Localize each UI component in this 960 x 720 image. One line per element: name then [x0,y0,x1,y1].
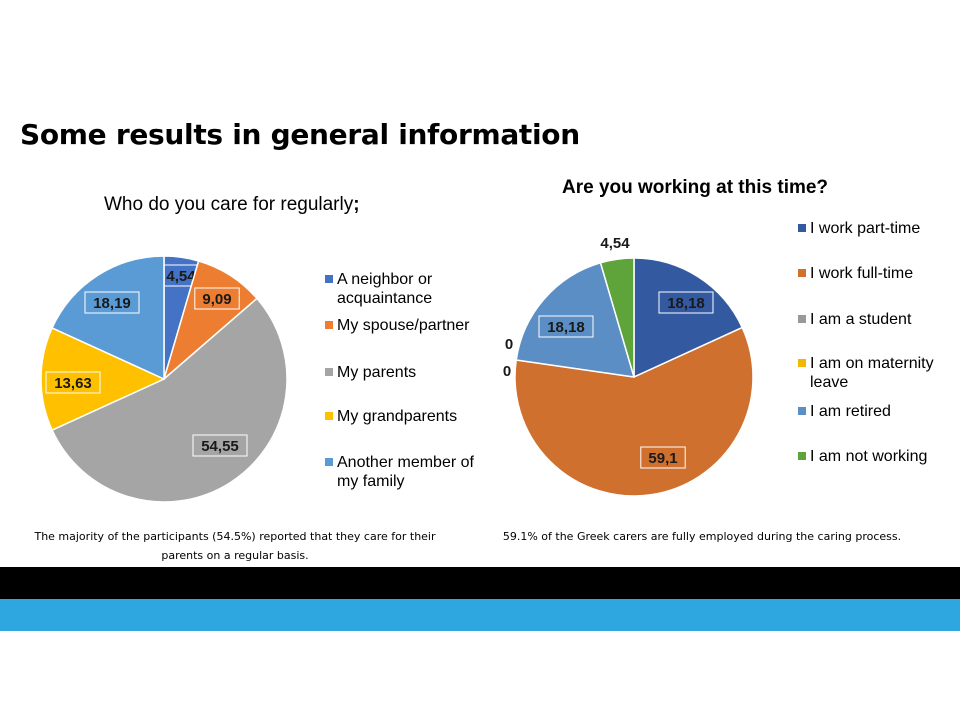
svg-text:59,1: 59,1 [648,450,677,467]
legend-label: I am on maternity leave [810,355,934,391]
legend-swatch [325,458,333,466]
legend-swatch [798,407,806,415]
chart1-title: Who do you care for regularly; [104,194,360,216]
legend-swatch [798,315,806,323]
legend-label: I am a student [810,311,912,328]
legend-label: My parents [337,364,417,381]
chart2-i-work-part-time-data-label: 18,18 [658,291,714,314]
chart2-i-am-a-student-data-label: 0 [505,336,513,353]
slide-title: Some results in general information [20,118,580,151]
chart1-legend: A neighbor or acquaintance My spouse/part… [325,270,495,500]
legend-swatch [798,269,806,277]
chart1-my-spouse-partner-data-label: 9,09 [194,287,240,310]
chart1-title-punct: ; [353,194,360,215]
legend-label: My spouse/partner [337,317,470,334]
svg-text:4,54: 4,54 [600,235,630,252]
svg-text:18,18: 18,18 [547,319,585,336]
svg-text:4,54: 4,54 [166,268,196,285]
svg-text:18,19: 18,19 [93,295,131,312]
legend-swatch [325,368,333,376]
svg-text:9,09: 9,09 [202,291,231,308]
chart1-title-text: Who do you care for regularly [104,194,354,215]
legend-swatch [325,321,333,329]
chart2-legend: I work part-time I work full-time I am a s… [798,219,958,489]
svg-text:54,55: 54,55 [201,438,239,455]
legend-swatch [798,359,806,367]
legend-label: I work full-time [810,265,914,282]
legend-swatch [325,412,333,420]
legend-swatch [798,452,806,460]
chart1-another-member-of-my-family-data-label: 18,19 [84,291,140,314]
legend-label: Another member of my family [337,454,474,490]
caption-right: 59.1% of the Greek carers are fully empl… [502,530,902,543]
chart2-i-am-retired-data-label: 18,18 [538,315,594,338]
legend-label: My grandparents [337,408,458,425]
chart1-my-grandparents-data-label: 13,63 [45,371,101,394]
footer-band-blue [0,599,960,631]
svg-text:13,63: 13,63 [54,375,92,392]
chart2-i-am-retired-slice [515,261,636,378]
legend-swatch [325,275,333,283]
chart2-i-am-on-maternity-leave-data-label: 0 [503,363,511,380]
chart2-title: Are you working at this time? [562,177,829,198]
chart2-i-am-not-working-slice [599,257,635,378]
chart2-i-work-full-time-data-label: 59,1 [640,446,686,469]
legend-swatch [798,224,806,232]
chart2-i-work-full-time-slice [514,326,754,497]
chart1-my-grandparents-slice [40,326,166,432]
footer-band-black [0,567,960,599]
chart1-my-parents-slice [51,297,288,503]
svg-text:0: 0 [503,363,511,380]
legend-label: A neighbor or acquaintance [337,271,433,307]
chart2-i-am-not-working-data-label: 4,54 [592,231,638,254]
chart2-i-work-part-time-slice [633,257,744,379]
svg-text:18,18: 18,18 [667,295,705,312]
chart1-my-parents-data-label: 54,55 [192,434,248,457]
legend-label: I am not working [810,448,928,465]
svg-text:0: 0 [505,336,513,353]
legend-label: I work part-time [810,220,921,237]
legend-label: I am retired [810,403,891,420]
chart1-another-member-of-my-family-slice [51,255,165,381]
caption-left: The majority of the participants (54.5%)… [34,530,436,562]
